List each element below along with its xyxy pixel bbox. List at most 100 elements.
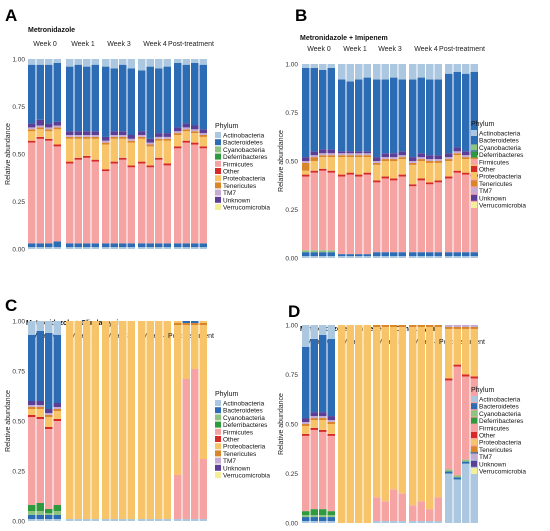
bar-segment — [163, 519, 171, 521]
bar-segment — [327, 250, 335, 253]
legend-swatch — [215, 428, 221, 435]
y-tick-label: 0.75 — [285, 372, 298, 379]
bar-segment — [327, 422, 335, 424]
bar-segment — [381, 326, 389, 502]
legend-label: Actinobacteria — [223, 133, 265, 140]
legend-label: Tenericutes — [479, 447, 513, 454]
bar-segment — [390, 325, 398, 327]
bar-segment — [310, 172, 318, 251]
bar-segment — [310, 429, 318, 510]
y-tick-label: 0.75 — [12, 104, 25, 111]
bar-segment — [53, 403, 61, 407]
bar-segment — [36, 511, 44, 515]
bar-segment — [445, 153, 453, 158]
bar-segment — [191, 247, 199, 249]
legend-swatch — [215, 153, 221, 160]
bar-segment — [310, 161, 318, 171]
bar-segment — [409, 521, 417, 523]
bar-segment — [319, 250, 327, 253]
bar-segment — [355, 64, 363, 80]
bar-segment — [45, 247, 53, 249]
bar-segment — [319, 252, 327, 257]
bar-segment — [53, 419, 61, 421]
bar-segment — [327, 515, 335, 518]
legend-label: Deferribacteres — [479, 152, 524, 159]
bar-segment — [426, 64, 434, 80]
y-tick-label: 0.00 — [12, 247, 25, 254]
bar-segment — [319, 412, 327, 417]
bar-segment — [373, 326, 381, 498]
legend-label: Tenericutes — [223, 451, 257, 458]
bar-segment — [127, 68, 135, 135]
bar-segment — [174, 131, 182, 134]
bar-segment — [398, 326, 406, 494]
bar-segment — [36, 64, 44, 120]
bar-segment — [127, 247, 135, 249]
bar-segment — [36, 125, 44, 128]
bar-segment — [302, 67, 310, 158]
bar-segment — [74, 138, 82, 158]
bar-segment — [390, 489, 398, 522]
bar-segment — [417, 77, 425, 154]
bar-segment — [83, 321, 91, 519]
bar-segment — [434, 155, 442, 160]
bar-segment — [74, 159, 82, 244]
bar-segment — [319, 256, 327, 258]
bar-segment — [373, 157, 381, 161]
bar-segment — [53, 335, 61, 403]
bar-segment — [327, 67, 335, 150]
bar-segment — [102, 247, 110, 249]
bar-segment — [381, 64, 389, 80]
bar-segment — [355, 174, 363, 177]
bar-segment — [327, 424, 335, 434]
bar-segment — [310, 170, 318, 173]
legend-label: Verrucomicrobia — [223, 205, 270, 212]
bar-segment — [36, 515, 44, 519]
legend-swatch — [215, 139, 221, 146]
bar-segment — [182, 142, 190, 244]
bar-segment — [310, 64, 318, 68]
bar-segment — [127, 519, 135, 521]
bar-segment — [45, 427, 53, 429]
bar-segment — [28, 407, 36, 409]
bar-segment — [45, 417, 53, 427]
bar-segment — [381, 521, 389, 523]
bar-segment — [28, 129, 36, 132]
legend-swatch — [471, 468, 477, 474]
bar-segment — [155, 519, 163, 521]
legend-label: Unknown — [223, 197, 250, 204]
bar-segment — [462, 73, 470, 152]
bar-segment — [53, 421, 61, 505]
y-tick-label: 0.75 — [285, 110, 298, 117]
bar-segment — [409, 79, 417, 158]
panel-letter: A — [5, 6, 17, 25]
bar-segment — [302, 325, 310, 347]
bar-segment — [417, 256, 425, 258]
bar-segment — [182, 321, 190, 323]
bar-segment — [426, 256, 434, 258]
bar-segment — [355, 254, 363, 257]
bar-segment — [445, 469, 453, 472]
bar-segment — [462, 174, 470, 253]
legend-swatch — [215, 436, 221, 442]
bar-segment — [83, 157, 91, 244]
bar-segment — [182, 323, 190, 325]
bar-segment — [390, 326, 398, 490]
bar-segment — [91, 247, 99, 249]
bar-segment — [53, 505, 61, 511]
bar-segment — [36, 321, 44, 331]
bar-segment — [28, 511, 36, 515]
y-tick-label: 0.25 — [285, 207, 298, 214]
bar-segment — [426, 509, 434, 522]
legend-label: Unknown — [479, 195, 506, 202]
legend-swatch — [215, 160, 221, 167]
bar-segment — [310, 420, 318, 428]
legend-swatch — [471, 194, 477, 201]
bar-segment — [338, 325, 346, 523]
bar-segment — [434, 159, 442, 161]
bar-segment — [453, 475, 461, 478]
y-tick-label: 0.50 — [12, 152, 25, 159]
bar-segment — [409, 505, 417, 522]
bar-segment — [174, 519, 182, 521]
bar-segment — [155, 68, 163, 134]
